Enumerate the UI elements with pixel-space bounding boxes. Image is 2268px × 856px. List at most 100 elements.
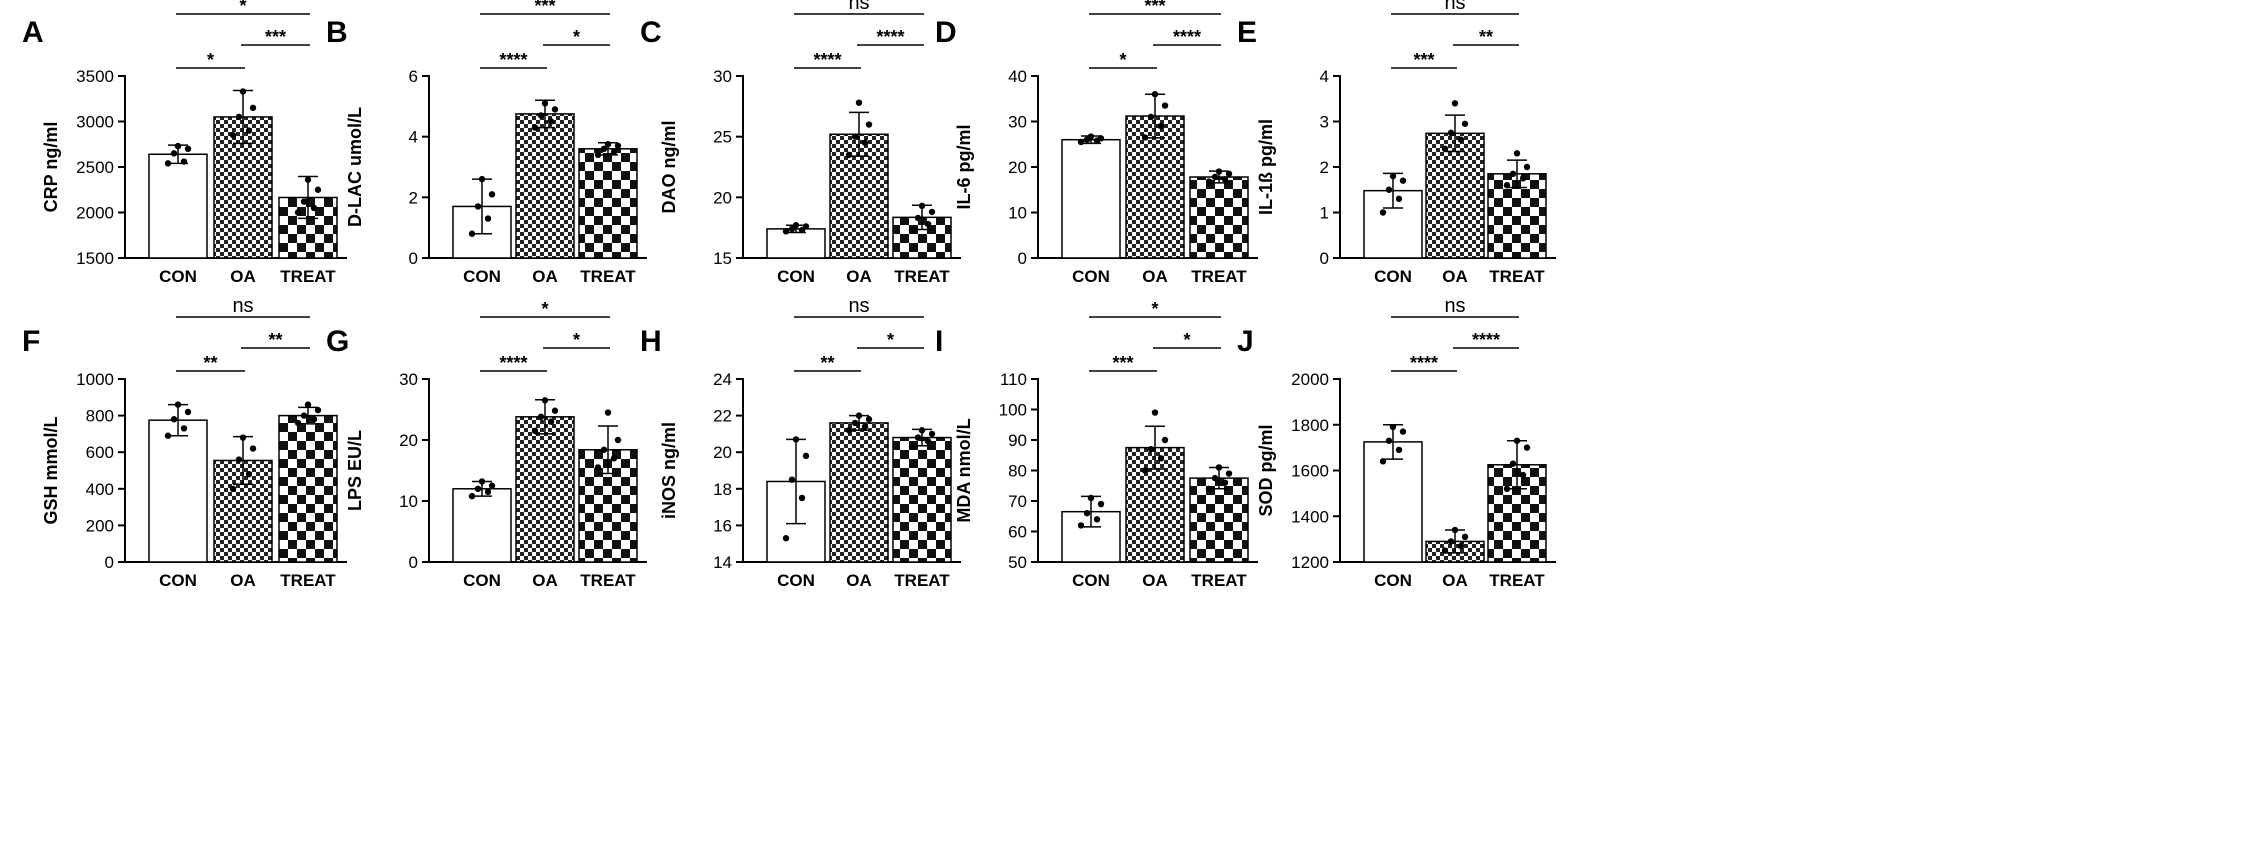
significance-label: **** bbox=[1173, 27, 1201, 47]
data-point bbox=[1211, 474, 1219, 482]
bar-treat bbox=[578, 148, 638, 259]
y-tick-label: 40 bbox=[1008, 67, 1027, 86]
y-tick-label: 3 bbox=[1320, 113, 1329, 132]
data-point bbox=[802, 452, 810, 460]
data-point bbox=[547, 418, 555, 425]
x-tick-label-con: CON bbox=[1374, 267, 1412, 286]
y-tick-label: 100 bbox=[999, 401, 1027, 420]
data-point bbox=[484, 215, 492, 222]
data-point bbox=[1161, 436, 1169, 444]
data-point bbox=[865, 416, 873, 423]
data-point bbox=[164, 160, 172, 167]
data-point bbox=[310, 416, 318, 423]
data-point bbox=[865, 121, 873, 128]
bar-con bbox=[148, 153, 208, 259]
data-point bbox=[1519, 175, 1527, 182]
data-point bbox=[245, 470, 253, 478]
data-point bbox=[1447, 129, 1455, 137]
x-tick-label-oa: OA bbox=[1142, 267, 1168, 286]
data-point bbox=[1523, 163, 1531, 171]
bar-treat bbox=[892, 436, 952, 563]
data-point bbox=[1221, 479, 1229, 486]
data-point bbox=[1087, 494, 1095, 502]
y-tick-label: 70 bbox=[1008, 492, 1027, 511]
y-tick-label: 50 bbox=[1008, 553, 1027, 572]
bar-con bbox=[766, 228, 826, 259]
x-tick-label-treat: TREAT bbox=[280, 571, 336, 590]
significance-label: * bbox=[1151, 299, 1158, 319]
data-point bbox=[468, 230, 476, 237]
data-point bbox=[300, 198, 308, 205]
panel-c: C 15 20 25 30 DAO ng/ml CON OA TREAT **** **** ns bbox=[640, 0, 961, 286]
y-tick-label: 60 bbox=[1008, 523, 1027, 542]
significance-label: * bbox=[573, 27, 580, 47]
data-point bbox=[1077, 522, 1085, 529]
data-point bbox=[314, 406, 322, 414]
data-point bbox=[304, 401, 312, 408]
significance-label: ns bbox=[848, 0, 869, 14]
significance-label: * bbox=[207, 50, 214, 70]
y-tick-label: 90 bbox=[1008, 431, 1027, 450]
data-point bbox=[537, 413, 545, 421]
data-point bbox=[594, 464, 602, 471]
data-point bbox=[1519, 471, 1527, 479]
bar-treat bbox=[278, 196, 338, 259]
y-tick-label: 0 bbox=[409, 553, 418, 572]
data-point bbox=[782, 228, 790, 235]
data-point bbox=[468, 492, 476, 500]
data-point bbox=[928, 430, 936, 438]
y-tick-label: 10 bbox=[399, 492, 418, 511]
y-tick-label: 22 bbox=[713, 407, 732, 426]
y-tick-label: 2500 bbox=[76, 158, 114, 177]
data-point bbox=[484, 488, 492, 496]
data-point bbox=[798, 494, 806, 502]
data-point bbox=[845, 427, 853, 434]
data-point bbox=[1221, 176, 1229, 183]
data-point bbox=[1097, 135, 1105, 142]
y-tick-label: 0 bbox=[1018, 249, 1027, 268]
x-tick-label-treat: TREAT bbox=[894, 267, 950, 286]
x-tick-label-con: CON bbox=[159, 267, 197, 286]
data-point bbox=[914, 214, 922, 222]
y-axis-title: D-LAC umol/L bbox=[345, 107, 365, 227]
y-tick-label: 20 bbox=[713, 443, 732, 462]
x-tick-label-con: CON bbox=[1072, 571, 1110, 590]
y-tick-label: 400 bbox=[86, 480, 114, 499]
data-point bbox=[918, 427, 926, 434]
y-tick-label: 1200 bbox=[1291, 553, 1329, 572]
data-point bbox=[600, 446, 608, 453]
x-tick-label-oa: OA bbox=[1142, 571, 1168, 590]
data-point bbox=[1457, 136, 1465, 143]
data-point bbox=[551, 106, 559, 113]
data-point bbox=[1161, 102, 1169, 109]
significance-label: ns bbox=[232, 295, 253, 317]
x-tick-label-con: CON bbox=[463, 267, 501, 286]
significance-label: **** bbox=[1472, 330, 1500, 350]
y-tick-label: 24 bbox=[713, 370, 732, 389]
data-point bbox=[855, 412, 863, 419]
data-point bbox=[1513, 150, 1521, 157]
data-point bbox=[1225, 170, 1233, 178]
y-tick-label: 18 bbox=[713, 480, 732, 499]
data-point bbox=[249, 445, 257, 452]
data-point bbox=[908, 443, 916, 450]
y-axis-title: DAO ng/ml bbox=[659, 121, 679, 214]
data-point bbox=[1215, 464, 1223, 471]
y-tick-label: 2000 bbox=[1291, 370, 1329, 389]
data-point bbox=[1451, 526, 1459, 534]
data-point bbox=[170, 150, 178, 157]
data-point bbox=[1503, 182, 1511, 189]
y-tick-label: 15 bbox=[713, 249, 732, 268]
y-tick-label: 4 bbox=[409, 128, 418, 147]
significance-label: * bbox=[573, 330, 580, 350]
data-point bbox=[1083, 510, 1091, 517]
data-point bbox=[474, 203, 482, 210]
data-point bbox=[1389, 172, 1397, 180]
data-point bbox=[610, 455, 618, 462]
panel-label: D bbox=[935, 16, 957, 49]
y-tick-label: 30 bbox=[713, 67, 732, 86]
y-tick-label: 6 bbox=[409, 67, 418, 86]
y-tick-label: 3000 bbox=[76, 113, 114, 132]
